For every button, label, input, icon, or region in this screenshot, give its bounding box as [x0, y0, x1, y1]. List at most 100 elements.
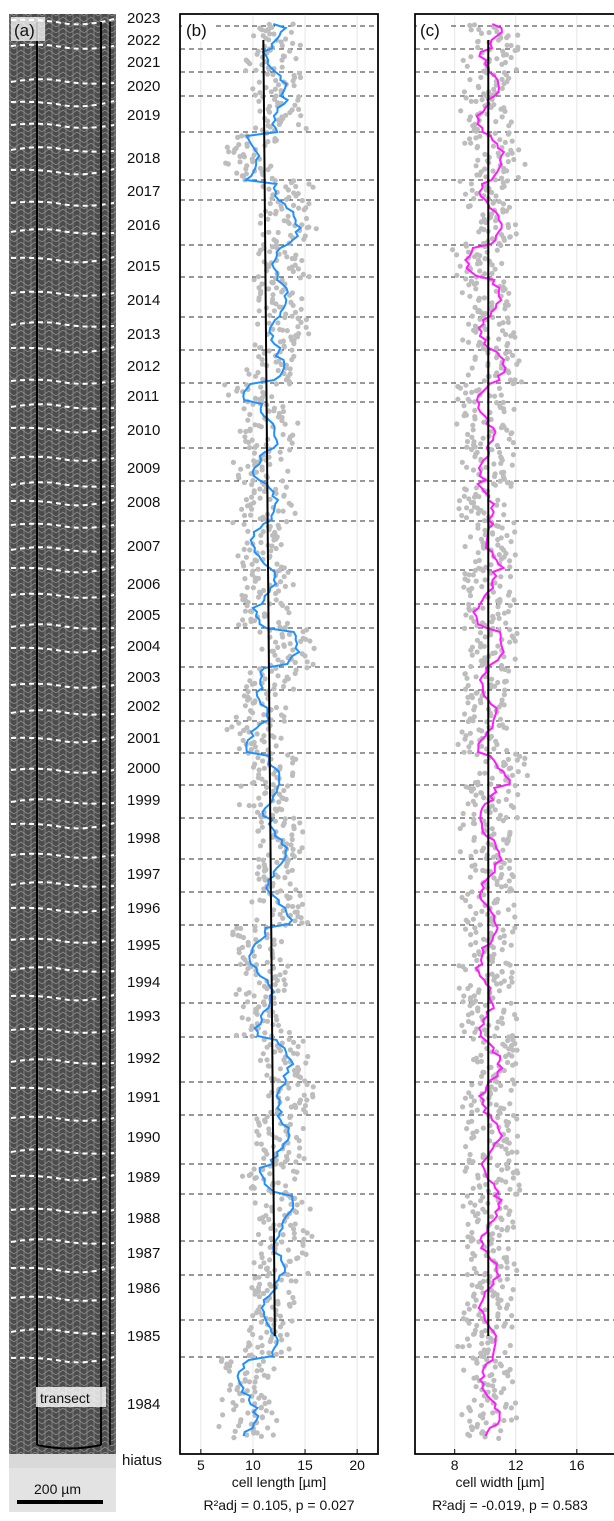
data-point: [490, 589, 496, 595]
data-point: [298, 638, 304, 645]
data-point: [246, 371, 252, 377]
data-point: [489, 447, 495, 453]
data-point: [295, 904, 301, 910]
data-point: [218, 1358, 224, 1364]
data-point: [305, 920, 311, 926]
data-point: [303, 1251, 309, 1257]
data-point: [508, 431, 514, 437]
data-point: [292, 659, 298, 666]
data-point: [252, 395, 259, 401]
data-point: [230, 520, 236, 526]
data-point: [256, 1294, 262, 1300]
data-point: [483, 326, 489, 332]
data-point: [501, 502, 507, 508]
data-point: [469, 389, 475, 395]
data-point: [258, 1405, 264, 1411]
data-point: [258, 532, 264, 539]
data-point: [460, 999, 466, 1005]
data-point: [271, 771, 277, 777]
data-point: [468, 1094, 474, 1100]
data-point: [259, 1415, 265, 1421]
data-point: [268, 1235, 274, 1241]
data-point: [501, 52, 507, 58]
data-point: [471, 811, 477, 817]
data-point: [266, 229, 272, 235]
data-point: [481, 1027, 487, 1033]
data-point: [278, 456, 284, 462]
data-point: [500, 927, 506, 933]
data-point: [514, 1267, 520, 1273]
data-point: [273, 486, 279, 492]
data-point: [478, 74, 484, 80]
data-point: [490, 1383, 496, 1389]
data-point: [283, 484, 289, 490]
data-point: [461, 625, 468, 632]
data-point: [489, 842, 495, 848]
data-point: [264, 71, 271, 77]
scale-bar-box: [9, 1468, 116, 1512]
data-point: [271, 308, 277, 314]
data-point: [466, 136, 473, 142]
data-point: [286, 1346, 292, 1352]
data-point: [494, 741, 500, 748]
data-point: [279, 43, 285, 49]
data-point: [252, 744, 258, 750]
data-point: [506, 370, 512, 376]
data-point: [284, 620, 291, 627]
data-point: [479, 97, 485, 103]
data-point: [480, 605, 486, 611]
data-point: [521, 761, 527, 767]
data-point: [511, 902, 517, 908]
data-point: [502, 1043, 508, 1049]
data-point: [483, 1181, 489, 1188]
data-point: [494, 1079, 500, 1085]
panel-b-label: (b): [186, 21, 207, 40]
data-point: [249, 572, 255, 578]
data-point: [224, 144, 230, 150]
data-point: [465, 204, 472, 210]
data-point: [473, 1270, 479, 1276]
data-point: [261, 733, 267, 739]
data-point: [267, 249, 273, 255]
data-point: [464, 675, 470, 681]
data-point: [454, 272, 460, 278]
data-point: [293, 756, 299, 762]
data-point: [496, 552, 502, 558]
data-point: [244, 684, 250, 690]
year-label: 1998: [127, 830, 160, 847]
data-point: [245, 999, 251, 1005]
data-point: [469, 1282, 475, 1288]
data-point: [475, 157, 481, 163]
data-point: [256, 1284, 262, 1290]
data-point: [478, 441, 484, 447]
data-point: [501, 237, 507, 243]
year-label: 2001: [127, 730, 160, 747]
data-point: [249, 494, 255, 500]
data-point: [461, 749, 467, 755]
data-point: [294, 1202, 300, 1208]
data-point: [296, 1138, 302, 1144]
data-point: [459, 1412, 465, 1418]
data-point: [481, 795, 487, 801]
data-point: [467, 1433, 473, 1439]
data-point: [472, 1253, 478, 1259]
data-point: [254, 1011, 260, 1017]
data-point: [492, 1364, 498, 1370]
data-point: [501, 1370, 507, 1376]
data-point: [490, 1410, 496, 1416]
year-label: 2009: [127, 460, 160, 477]
data-point: [293, 193, 299, 199]
data-point: [269, 543, 275, 549]
data-point: [502, 1404, 508, 1410]
data-point: [256, 1395, 262, 1401]
data-point: [284, 605, 290, 611]
data-point: [465, 1221, 471, 1227]
hiatus-label: hiatus: [122, 1452, 162, 1469]
panel-b-x-ticks: 5 10 15 20: [197, 1449, 365, 1473]
data-point: [489, 971, 495, 977]
data-point: [264, 959, 270, 966]
data-point: [505, 907, 511, 913]
data-point: [277, 1324, 284, 1330]
data-point: [231, 149, 237, 155]
year-label: 2016: [127, 217, 160, 234]
